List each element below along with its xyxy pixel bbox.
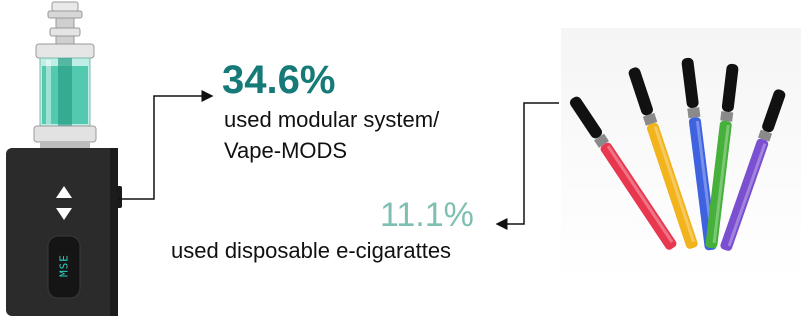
ecigarette-body [720,138,769,251]
mods-connector-arrow [118,90,214,200]
disposable-percentage: 11.1% [380,196,474,234]
mods-description: used modular system/ Vape-MODS [224,104,524,166]
ecigarette [628,67,698,249]
ecigarette-shine [606,145,674,243]
ecigarette-band [642,112,658,126]
ecigarette-band [720,111,734,122]
ecigarette-band [757,129,773,142]
ecigarette-tip [681,57,699,109]
mods-percentage: 34.6% [222,58,336,102]
ecigarette-tip [628,67,653,116]
ecigarette-body [646,122,698,249]
ecigarette-tip [721,63,739,112]
ecigarette [705,63,739,249]
ecigarette-shine [712,124,730,243]
mods-description-line1: used modular system/ [224,107,440,132]
disposable-connector-arrow [495,102,559,230]
ecigarette-band [594,133,609,148]
ecigarette-band [687,107,701,119]
ecigarette [720,89,786,251]
ecigarette [569,96,677,250]
ecigarette-shine [727,143,767,247]
disposable-ecigarettes-photo [561,28,801,280]
ecigarette-tip [569,96,603,139]
mods-description-line2: Vape-MODS [224,138,348,163]
ecigarette-tip [762,89,786,133]
ecigarette-body [705,120,732,249]
ecigarette-shine [653,126,695,243]
vape-mod-illustration [6,1,122,316]
ecigarette-body [600,142,677,250]
disposable-description: used disposable e-cigarattes [171,238,452,263]
